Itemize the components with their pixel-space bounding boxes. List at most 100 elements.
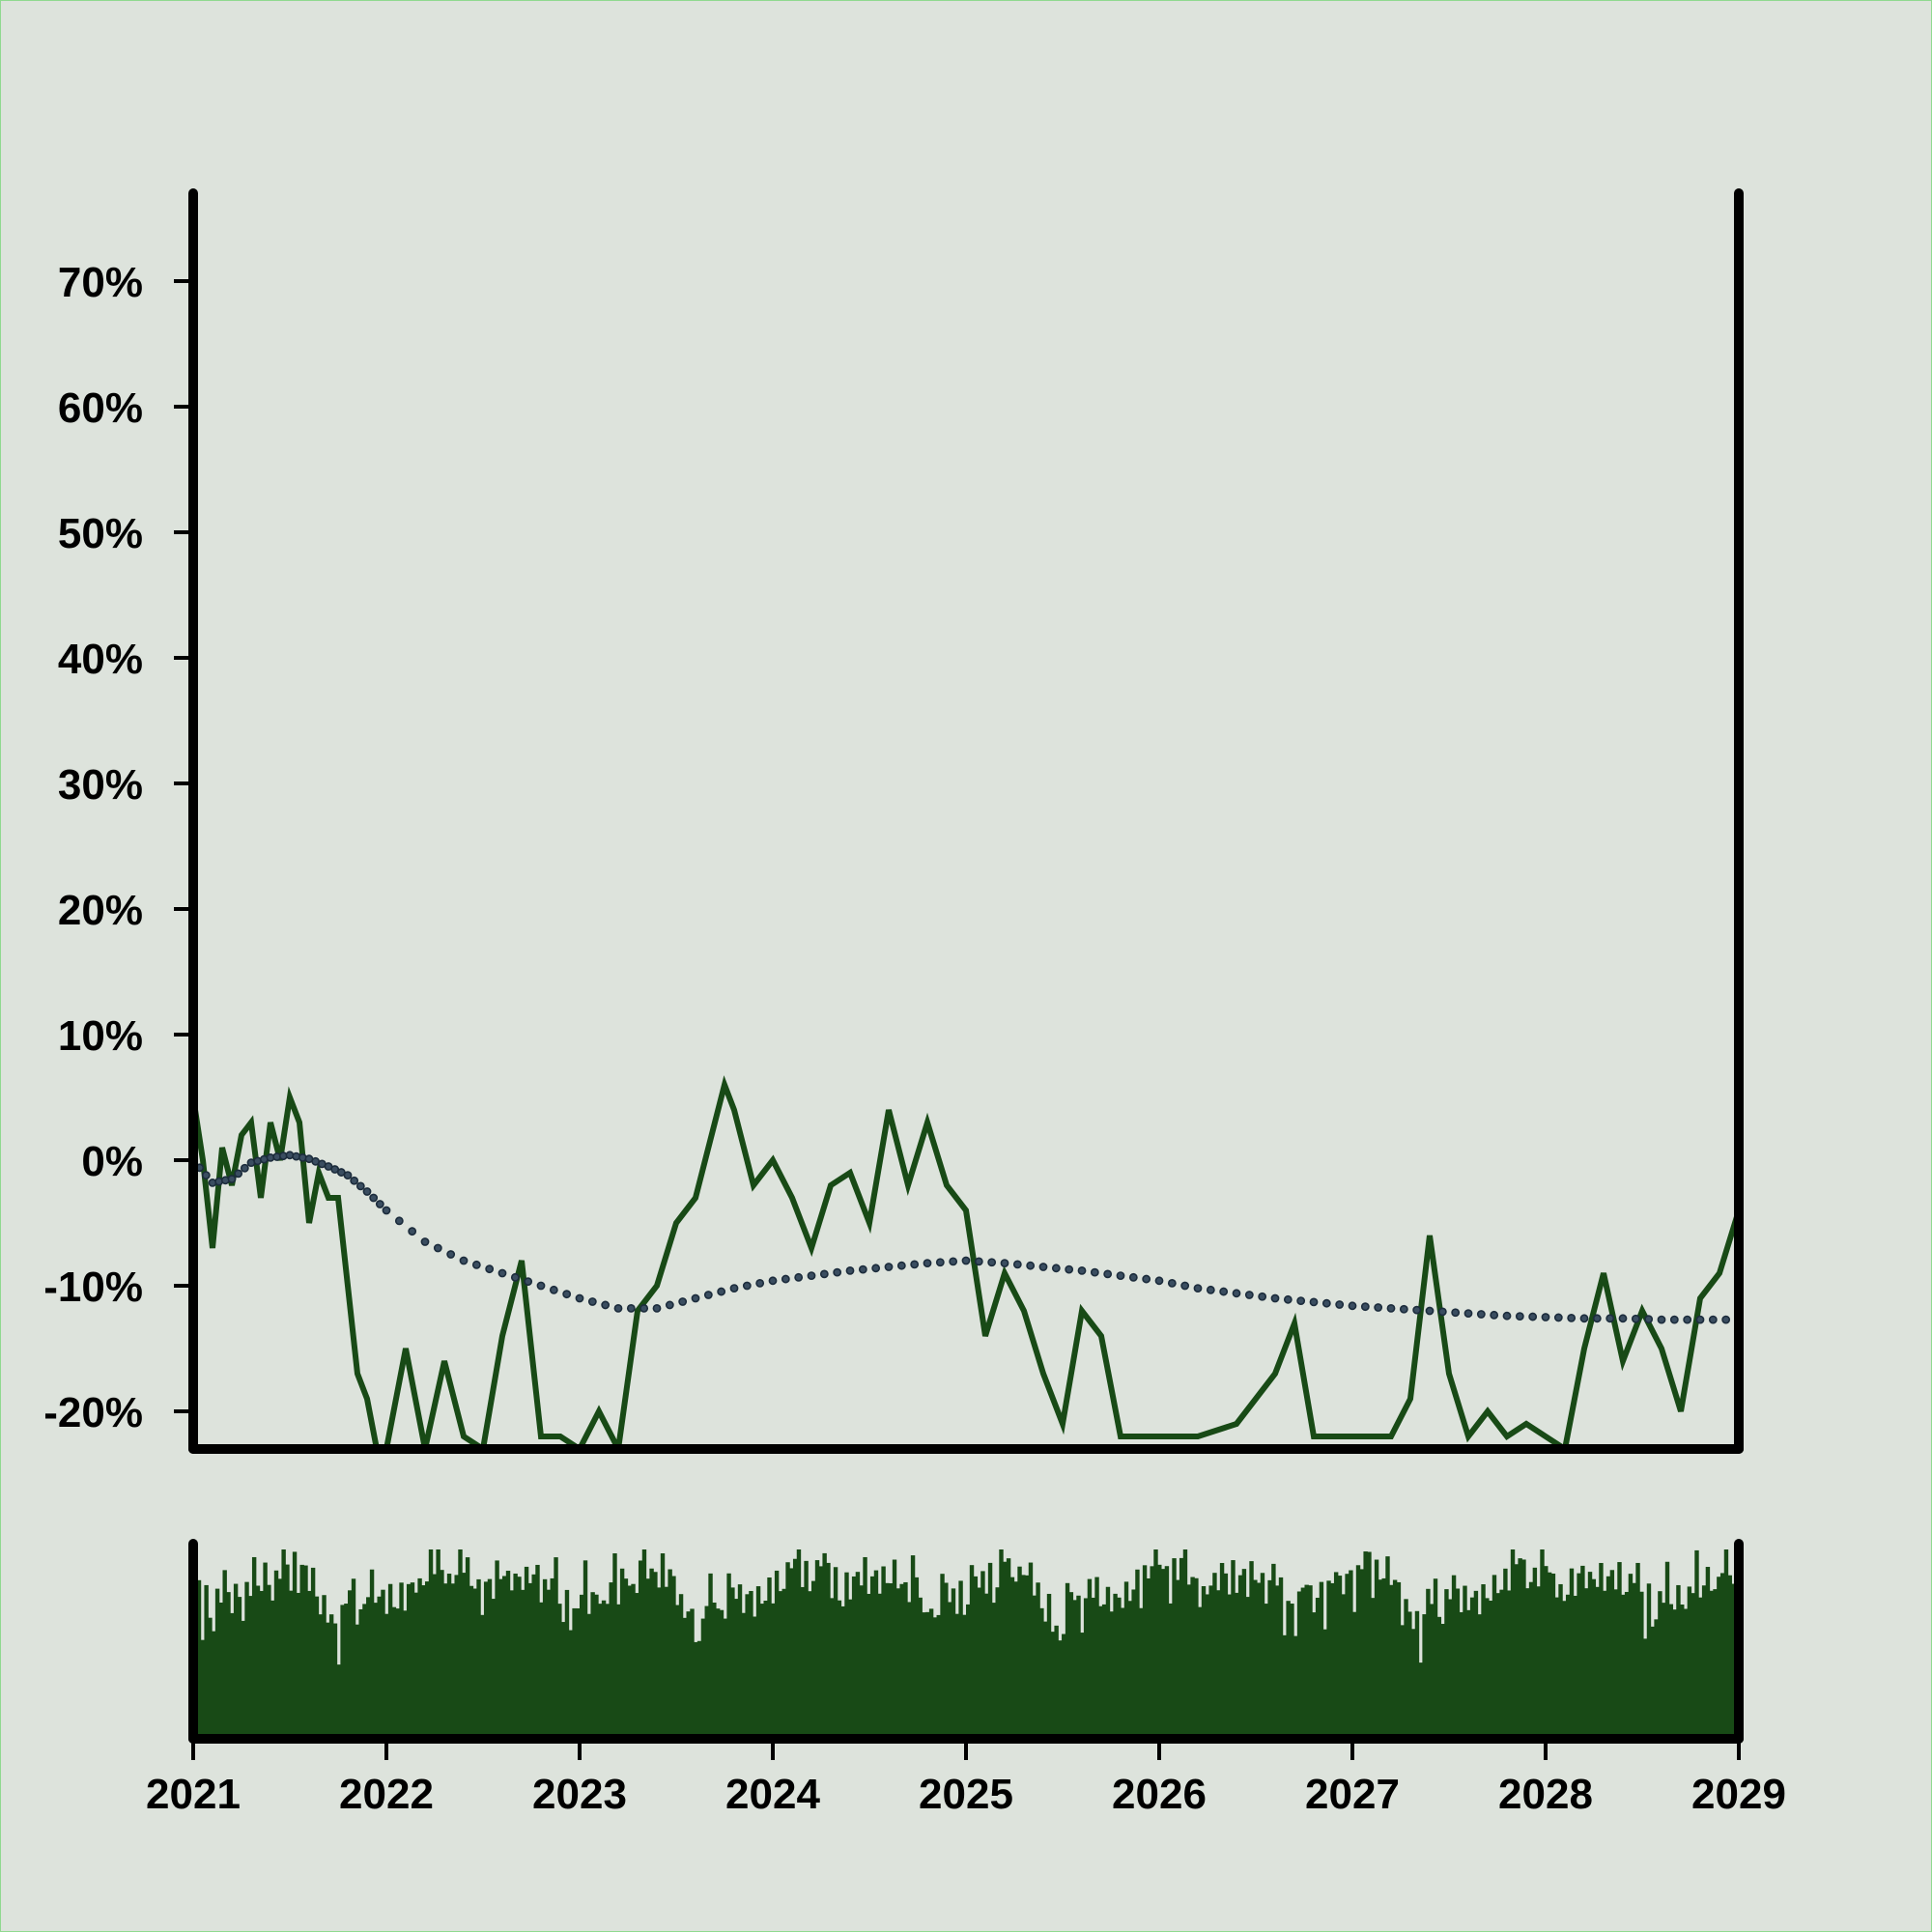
volume-bar — [1315, 1597, 1321, 1739]
volume-bar — [1565, 1594, 1571, 1739]
volume-bar — [907, 1602, 912, 1739]
volume-bar — [251, 1556, 257, 1739]
volume-bar — [1477, 1614, 1482, 1739]
volume-bar — [358, 1608, 363, 1739]
volume-bar — [1558, 1583, 1563, 1739]
volume-bar — [1216, 1590, 1221, 1739]
volume-bar — [1363, 1551, 1368, 1739]
volume-bar — [1201, 1586, 1207, 1739]
volume-bar — [999, 1549, 1004, 1739]
y-tick-label: 60% — [58, 384, 143, 432]
volume-bar — [594, 1594, 599, 1739]
volume-bar — [218, 1603, 224, 1739]
volume-bar — [903, 1581, 908, 1739]
volume-bar — [399, 1582, 404, 1739]
volume-bar — [1374, 1559, 1379, 1739]
volume-bar — [664, 1586, 669, 1739]
trend-point — [1232, 1289, 1241, 1298]
volume-bar — [653, 1572, 658, 1739]
trend-point — [1644, 1315, 1654, 1324]
volume-bar — [668, 1569, 672, 1739]
volume-bar — [767, 1577, 772, 1739]
trend-point — [1193, 1284, 1203, 1293]
volume-bar — [1426, 1588, 1431, 1739]
trend-point — [536, 1281, 546, 1291]
trend-point — [227, 1175, 237, 1183]
trend-point — [1657, 1315, 1666, 1324]
trend-point — [665, 1300, 674, 1310]
volume-bar — [237, 1597, 242, 1739]
volume-bar — [1359, 1569, 1365, 1739]
trend-point — [1708, 1315, 1718, 1324]
trend-point — [1206, 1285, 1215, 1294]
volume-bars — [193, 1549, 1740, 1739]
volume-bar — [1208, 1585, 1213, 1739]
volume-bar — [1400, 1625, 1405, 1739]
volume-bar — [1481, 1584, 1486, 1739]
trend-point — [1669, 1315, 1679, 1324]
volume-bar — [910, 1555, 916, 1739]
volume-bar — [1050, 1632, 1056, 1739]
volume-bar — [505, 1571, 511, 1739]
trend-point — [420, 1237, 430, 1246]
volume-bar — [863, 1556, 867, 1739]
volume-bar — [855, 1572, 861, 1739]
trend-point — [497, 1268, 507, 1278]
volume-bar — [1518, 1558, 1522, 1739]
trend-point — [1348, 1301, 1357, 1311]
volume-bar — [811, 1580, 816, 1739]
volume-bar — [1355, 1565, 1361, 1739]
trend-point — [910, 1260, 920, 1269]
volume-bar — [428, 1549, 434, 1739]
volume-bar — [837, 1600, 842, 1739]
trend-point — [369, 1193, 379, 1203]
volume-bar — [1469, 1597, 1475, 1739]
volume-bar — [524, 1566, 529, 1739]
volume-bar — [560, 1622, 566, 1739]
trend-point — [1592, 1314, 1602, 1323]
volume-bar — [403, 1610, 408, 1739]
trend-point — [1000, 1259, 1009, 1267]
volume-bar — [322, 1595, 327, 1739]
trend-point — [1541, 1313, 1550, 1321]
volume-bar — [1021, 1575, 1026, 1739]
volume-bar — [1731, 1583, 1736, 1739]
volume-bar — [1584, 1588, 1589, 1739]
volume-bar — [259, 1590, 264, 1739]
volume-bar — [1241, 1569, 1247, 1739]
volume-bar — [576, 1607, 581, 1739]
volume-bar — [885, 1582, 890, 1739]
volume-bar — [1451, 1575, 1457, 1739]
trend-point — [350, 1176, 359, 1185]
volume-bar — [1577, 1573, 1581, 1739]
volume-bar — [1091, 1597, 1095, 1739]
volume-bar — [1249, 1561, 1254, 1739]
volume-bar — [1006, 1558, 1011, 1739]
volume-bar — [480, 1614, 485, 1739]
volume-bar — [1591, 1578, 1597, 1739]
volume-bar — [1194, 1577, 1199, 1739]
volume-bar — [833, 1567, 838, 1739]
volume-bar — [1164, 1566, 1170, 1739]
volume-bar — [303, 1565, 308, 1739]
trend-point — [1412, 1305, 1422, 1315]
trend-point — [652, 1304, 662, 1313]
trend-point — [1476, 1310, 1486, 1319]
trend-point — [1683, 1315, 1692, 1324]
volume-bar — [995, 1587, 1000, 1739]
volume-bar — [1087, 1578, 1093, 1739]
trend-point — [1605, 1314, 1615, 1323]
volume-bar — [580, 1594, 584, 1739]
volume-bar — [1168, 1603, 1173, 1739]
trend-point — [575, 1293, 584, 1303]
volume-bar — [1341, 1594, 1346, 1739]
volume-bar — [546, 1589, 552, 1739]
volume-bar — [1231, 1560, 1236, 1739]
volume-bar — [708, 1573, 713, 1739]
volume-bar — [796, 1549, 802, 1739]
volume-bar — [1223, 1573, 1229, 1739]
volume-bar — [381, 1589, 385, 1739]
trend-point — [703, 1291, 713, 1299]
volume-bar — [1550, 1573, 1556, 1739]
volume-bar — [1326, 1580, 1331, 1739]
